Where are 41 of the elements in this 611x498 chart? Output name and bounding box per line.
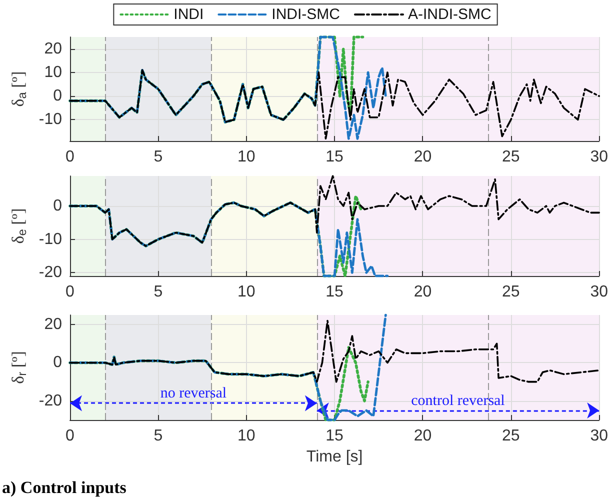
x-tick-label: 0 <box>66 284 75 300</box>
x-tick-label: 20 <box>414 284 432 300</box>
y-axis-title: δr [º] <box>8 351 29 384</box>
text: a) Control inputs <box>2 478 127 497</box>
legend-label: A-INDI-SMC <box>408 6 492 23</box>
legend-label: INDI-SMC <box>272 6 340 23</box>
x-tick-label: 10 <box>237 428 256 444</box>
x-tick-label: 30 <box>590 148 608 166</box>
x-axis-title: Time [s] <box>306 448 363 466</box>
band-label: control reversal <box>411 393 505 410</box>
x-tick-label: 15 <box>326 284 344 300</box>
y-tick-label: 20 <box>44 316 62 334</box>
y-axis-title: δe [º] <box>8 208 29 244</box>
x-tick-label: 25 <box>502 148 520 166</box>
x-tick-label: 0 <box>66 148 75 166</box>
x-tick-label: 0 <box>66 428 75 444</box>
x-tick-label: 5 <box>154 284 163 300</box>
y-tick-label: -20 <box>38 392 62 410</box>
x-tick-label: 30 <box>590 428 608 444</box>
x-tick-label: 15 <box>326 148 344 166</box>
x-tick-label: 5 <box>154 428 163 444</box>
x-tick-label: 5 <box>154 148 163 166</box>
y-tick-label: 20 <box>44 40 62 58</box>
y-axis-title: δa [º] <box>8 71 29 107</box>
y-tick-label: -20 <box>38 264 62 282</box>
legend-label: INDI <box>174 6 204 23</box>
x-tick-label: 20 <box>414 428 432 444</box>
x-tick-label: 15 <box>326 428 344 444</box>
x-tick-label: 25 <box>502 284 520 300</box>
y-tick-label: -10 <box>38 111 62 128</box>
x-tick-label: 30 <box>590 284 608 300</box>
y-tick-label: 0 <box>53 88 62 105</box>
x-tick-label: 10 <box>237 284 256 300</box>
annotation: no reversal <box>160 386 227 402</box>
x-tick-label: 10 <box>237 148 256 166</box>
y-tick-label: 0 <box>53 198 62 214</box>
y-tick-label: -10 <box>38 230 62 248</box>
y-tick-label: 10 <box>44 64 62 81</box>
x-tick-label: 20 <box>414 148 432 166</box>
x-tick-label: 25 <box>502 428 520 444</box>
y-tick-label: 0 <box>53 354 62 372</box>
